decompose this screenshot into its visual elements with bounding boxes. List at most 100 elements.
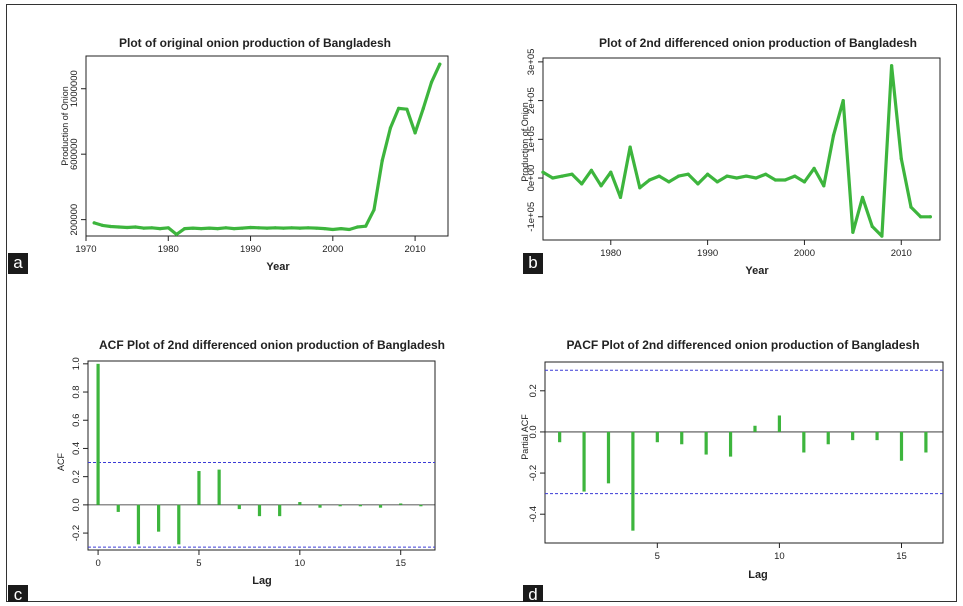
panel-a-xtick-label: 2000 [322,244,343,255]
panel-b-point [793,174,797,178]
panel-b-point [667,180,671,184]
panel-a-title: Plot of original onion production of Ban… [119,36,391,50]
panel-b-point [676,174,681,178]
panel-d-bar [728,431,733,457]
panel-b-point [570,172,574,176]
panel-a-point [265,226,269,230]
panel-a-point [314,226,318,230]
panel-b-xtick-label: 2000 [794,248,815,259]
panel-d-ytick-label: -0.2 [528,465,539,481]
panel-a-point [232,227,236,231]
panel-d-xtick-label: 5 [655,551,660,562]
panel-c-bar [197,471,201,505]
panel-b-point [802,180,807,184]
panel-c-title: ACF Plot of 2nd differenced onion produc… [99,338,445,352]
panel-a-xlabel: Year [266,261,290,273]
panel-d-ytick-label: 0.2 [528,384,539,397]
panel-b-point [880,234,884,238]
panel-tag-a: a [8,253,28,274]
panel-a-point [290,226,294,230]
panel-b-point [919,215,923,219]
panel-a-xtick-label: 1970 [75,244,96,255]
panel-c-ylabel: ACF [56,452,66,471]
panel-d-bar [631,431,635,531]
panel-b-point [889,64,894,68]
panel-b-point [928,215,932,219]
panel-b-frame [542,57,941,241]
panel-c-ytick-label: 1.0 [71,357,82,370]
panel-d-ytick-label: -0.4 [528,506,539,522]
panel-a-point [100,223,105,227]
panel-d-frame [544,361,944,544]
panel-b-ytick-label: 2e+05 [526,87,537,114]
panel-a-point [429,80,434,84]
panel-b-point [812,166,816,170]
panel-a-point [257,226,261,230]
panel-b-point [696,182,700,186]
panel-a-point [240,226,244,230]
panel-b-point [580,182,584,186]
panel-c-ytick-label: 0.8 [71,385,82,398]
panel-c-bar [278,504,282,517]
panel-a-frame [85,55,449,237]
panel-c-ytick-label: 0.2 [71,470,82,483]
panel-b-ytick-label: 3e+05 [526,49,537,76]
panel-a-ytick-label: 1000000 [69,70,80,107]
panel-a-point [306,226,310,230]
panel-c-frame [87,360,436,551]
panel-b-point [783,178,787,182]
panel-a-point [421,106,425,110]
panel-d-bar [851,431,855,441]
panel-a-ytick-label: 600000 [69,138,80,170]
panel-b-point [773,178,777,182]
panel-b-point [851,230,855,234]
panel-d-bar [558,431,562,443]
panel-c-bar [419,504,423,507]
panel-a-point [166,226,170,230]
panel-b-point [686,172,690,176]
panel-a-point [141,226,146,230]
panel-a-point [347,227,351,232]
panel-c-bar [96,363,100,505]
panel-a-point [388,126,393,130]
panel-a-point [281,226,286,230]
panel-c-bar [157,504,161,532]
panel-b-xtick-label: 1990 [697,248,718,259]
panel-a-point [183,227,187,231]
panel-tag-d: d [523,585,543,604]
panel-b-point [860,195,865,200]
panel-b-point [609,170,613,174]
panel-b-ytick-label: -1e+05 [526,202,537,232]
panel-d-bar [826,431,830,445]
panel-a-point [397,106,401,110]
panel-c-plot: ACF Plot of 2nd differenced onion produc… [56,338,445,587]
panel-c-xtick-label: 5 [196,558,201,569]
panel-b-point [764,172,768,176]
panel-c-ytick-label: 0.6 [71,414,82,427]
panel-a-point [248,225,253,230]
panel-d-bar [655,431,659,443]
panel-a-point [355,225,360,229]
panel-a-xtick-label: 1990 [240,244,261,255]
panel-b-point [657,174,661,178]
panel-b-point [551,176,555,180]
panel-d-bar [680,431,684,445]
panel-b-xlabel: Year [745,265,769,277]
panel-tag-b: b [523,253,543,274]
panel-b-ytick-label: 1e+05 [526,126,537,153]
panel-d-bar [777,415,782,432]
panel-d-plot: PACF Plot of 2nd differenced onion produ… [520,338,944,581]
panel-c-bar [298,502,302,505]
panel-a-point [150,226,154,230]
panel-b-point [754,176,758,180]
panel-b-point [744,174,748,178]
panel-c-bar [318,504,322,508]
panel-c-bar [217,469,221,505]
panel-b-point [735,176,739,180]
panel-a-point [405,107,409,111]
panel-a-xtick-label: 2010 [405,244,426,255]
panel-b-xtick-label: 2010 [891,248,912,259]
panel-d-ylabel: Partial ACF [520,414,530,460]
panel-d-bar [606,431,611,484]
